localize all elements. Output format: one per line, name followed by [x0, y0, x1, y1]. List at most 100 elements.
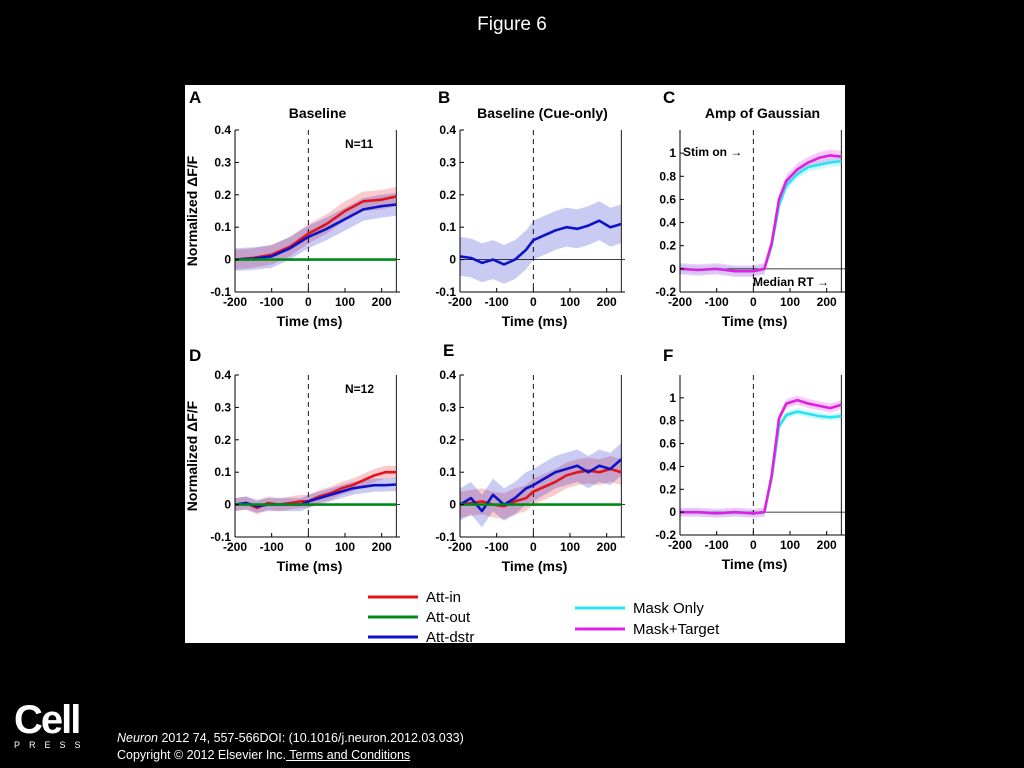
- panel-title: Amp of Gaussian: [705, 105, 820, 121]
- y-tick-label: 1: [669, 146, 676, 160]
- y-tick-label: -0.1: [435, 285, 456, 299]
- y-tick-label: -0.2: [655, 528, 676, 542]
- panel-a: A Baseline -200 -100 0 100 200 -0.1 0 0.1 0.2 0.3 0.…: [185, 88, 400, 329]
- n-annotation: N=11: [345, 137, 374, 151]
- figure-panel: A Baseline -200 -100 0 100 200 -0.1 0 0.1 0.2 0.3 0.…: [185, 85, 845, 643]
- y-axis-label: Normalized ΔF/F: [185, 400, 200, 511]
- panel-letter: D: [189, 346, 201, 365]
- x-tick-label: 100: [335, 540, 355, 554]
- y-tick-label: 0.4: [214, 368, 231, 382]
- series-mask-target: [680, 398, 842, 515]
- x-tick-label: -200: [223, 295, 247, 309]
- band-mask-only: [680, 156, 842, 276]
- x-tick-label: -100: [485, 295, 509, 309]
- y-tick-label: 0.3: [214, 155, 231, 169]
- y-tick-label: 0.2: [439, 433, 456, 447]
- x-tick-label: 0: [305, 540, 312, 554]
- panel-e: E -200 -100 0 100 200 -0.1 0 0.1 0.2 0.3 0.4 Time (m…: [435, 341, 625, 574]
- panel-f: F -200 -100 0 100 200 -0.2 0 0.2 0.4 0.6 0.8 1 Time (…: [655, 346, 845, 572]
- panel-letter: B: [438, 88, 450, 107]
- copyright: Copyright © 2012 Elsevier Inc. Terms and…: [117, 748, 410, 762]
- x-tick-label: 100: [560, 540, 580, 554]
- x-tick-label: 100: [780, 295, 800, 309]
- y-tick-label: 0.3: [214, 400, 231, 414]
- cell-press-logo: Cell PRESS: [14, 700, 90, 750]
- y-tick-label: 0: [669, 262, 676, 276]
- band-att-dstr: [460, 201, 622, 284]
- panel-d: D -200 -100 0 100 200 -0.1 0 0.1 0.2 0.3 0.4 Time (m…: [185, 346, 400, 574]
- y-tick-label: 0.2: [659, 482, 676, 496]
- terms-and-conditions-link[interactable]: Terms and Conditions: [286, 748, 411, 762]
- y-tick-label: 0.6: [659, 192, 676, 206]
- y-tick-label: -0.2: [655, 285, 676, 299]
- x-tick-label: -100: [705, 295, 729, 309]
- figure-title: Figure 6: [477, 14, 547, 35]
- y-tick-label: 0.1: [214, 465, 231, 479]
- x-axis-label: Time (ms): [722, 556, 788, 572]
- band-mask-only: [680, 408, 842, 517]
- x-tick-label: 200: [597, 295, 617, 309]
- series-mask-only: [680, 410, 842, 515]
- series-att-dstr: [459, 219, 622, 266]
- y-tick-label: 0.4: [659, 216, 676, 230]
- legend-label: Att-out: [426, 609, 471, 626]
- y-tick-label: 0.8: [659, 414, 676, 428]
- panel-title: Baseline: [289, 105, 347, 121]
- y-tick-label: 0: [669, 505, 676, 519]
- x-tick-label: 0: [750, 538, 757, 552]
- x-tick-label: 200: [597, 540, 617, 554]
- panel-c: C Amp of Gaussian -200 -100 0 100 200 -0.2 0 0.2 0…: [655, 88, 845, 329]
- citation-rest: 2012 74, 557-566DOI: (10.1016/j.neuron.2…: [158, 731, 464, 745]
- x-tick-label: 0: [530, 540, 537, 554]
- series-att-dstr: [234, 203, 397, 261]
- x-tick-label: 100: [560, 295, 580, 309]
- citation-journal: Neuron: [117, 731, 158, 745]
- y-tick-label: 0.4: [659, 459, 676, 473]
- x-axis-label: Time (ms): [277, 558, 343, 574]
- x-tick-label: 200: [372, 540, 392, 554]
- legend-label: Att-in: [426, 589, 461, 606]
- y-tick-label: 0.2: [214, 433, 231, 447]
- logo-word: Cell: [14, 698, 81, 742]
- y-tick-label: 0: [224, 498, 231, 512]
- y-tick-label: 0.3: [439, 400, 456, 414]
- y-tick-label: 0.4: [439, 368, 456, 382]
- legend: Att-in Att-out Att-dstr Mask Only Mask+Targe…: [368, 589, 720, 643]
- band-att-in: [235, 186, 397, 270]
- y-tick-label: 0.2: [439, 188, 456, 202]
- copyright-text: Copyright © 2012 Elsevier Inc.: [117, 748, 287, 762]
- x-tick-label: -200: [223, 540, 247, 554]
- x-axis-label: Time (ms): [502, 558, 568, 574]
- panel-letter: E: [443, 341, 454, 360]
- band-att-dstr: [460, 443, 622, 528]
- y-tick-label: 0.3: [439, 155, 456, 169]
- y-tick-label: 0.1: [439, 465, 456, 479]
- n-annotation: N=12: [345, 382, 374, 396]
- x-axis-label: Time (ms): [277, 313, 343, 329]
- y-axis-label: Normalized ΔF/F: [185, 155, 200, 266]
- x-tick-label: 200: [372, 295, 392, 309]
- y-tick-label: -0.1: [435, 530, 456, 544]
- x-tick-label: -200: [668, 295, 692, 309]
- y-tick-label: 0.6: [659, 437, 676, 451]
- y-tick-label: 1: [669, 391, 676, 405]
- x-axis-label: Time (ms): [722, 313, 788, 329]
- y-tick-label: -0.1: [210, 530, 231, 544]
- x-tick-label: -100: [260, 540, 284, 554]
- band-mask-target: [680, 149, 842, 277]
- logo-press: PRESS: [14, 740, 90, 750]
- legend-label: Att-dstr: [426, 629, 474, 643]
- y-tick-label: 0: [449, 498, 456, 512]
- x-tick-label: 200: [817, 295, 837, 309]
- y-tick-label: 0.1: [214, 220, 231, 234]
- citation: Neuron 2012 74, 557-566DOI: (10.1016/j.n…: [117, 731, 464, 745]
- x-tick-label: -200: [448, 540, 472, 554]
- panel-title: Baseline (Cue-only): [477, 105, 608, 121]
- legend-label: Mask Only: [633, 600, 704, 617]
- x-tick-label: 0: [530, 295, 537, 309]
- y-tick-label: 0.1: [439, 220, 456, 234]
- y-tick-label: 0.2: [214, 188, 231, 202]
- panel-letter: C: [663, 88, 675, 107]
- y-tick-label: 0.8: [659, 169, 676, 183]
- y-tick-label: 0: [449, 253, 456, 267]
